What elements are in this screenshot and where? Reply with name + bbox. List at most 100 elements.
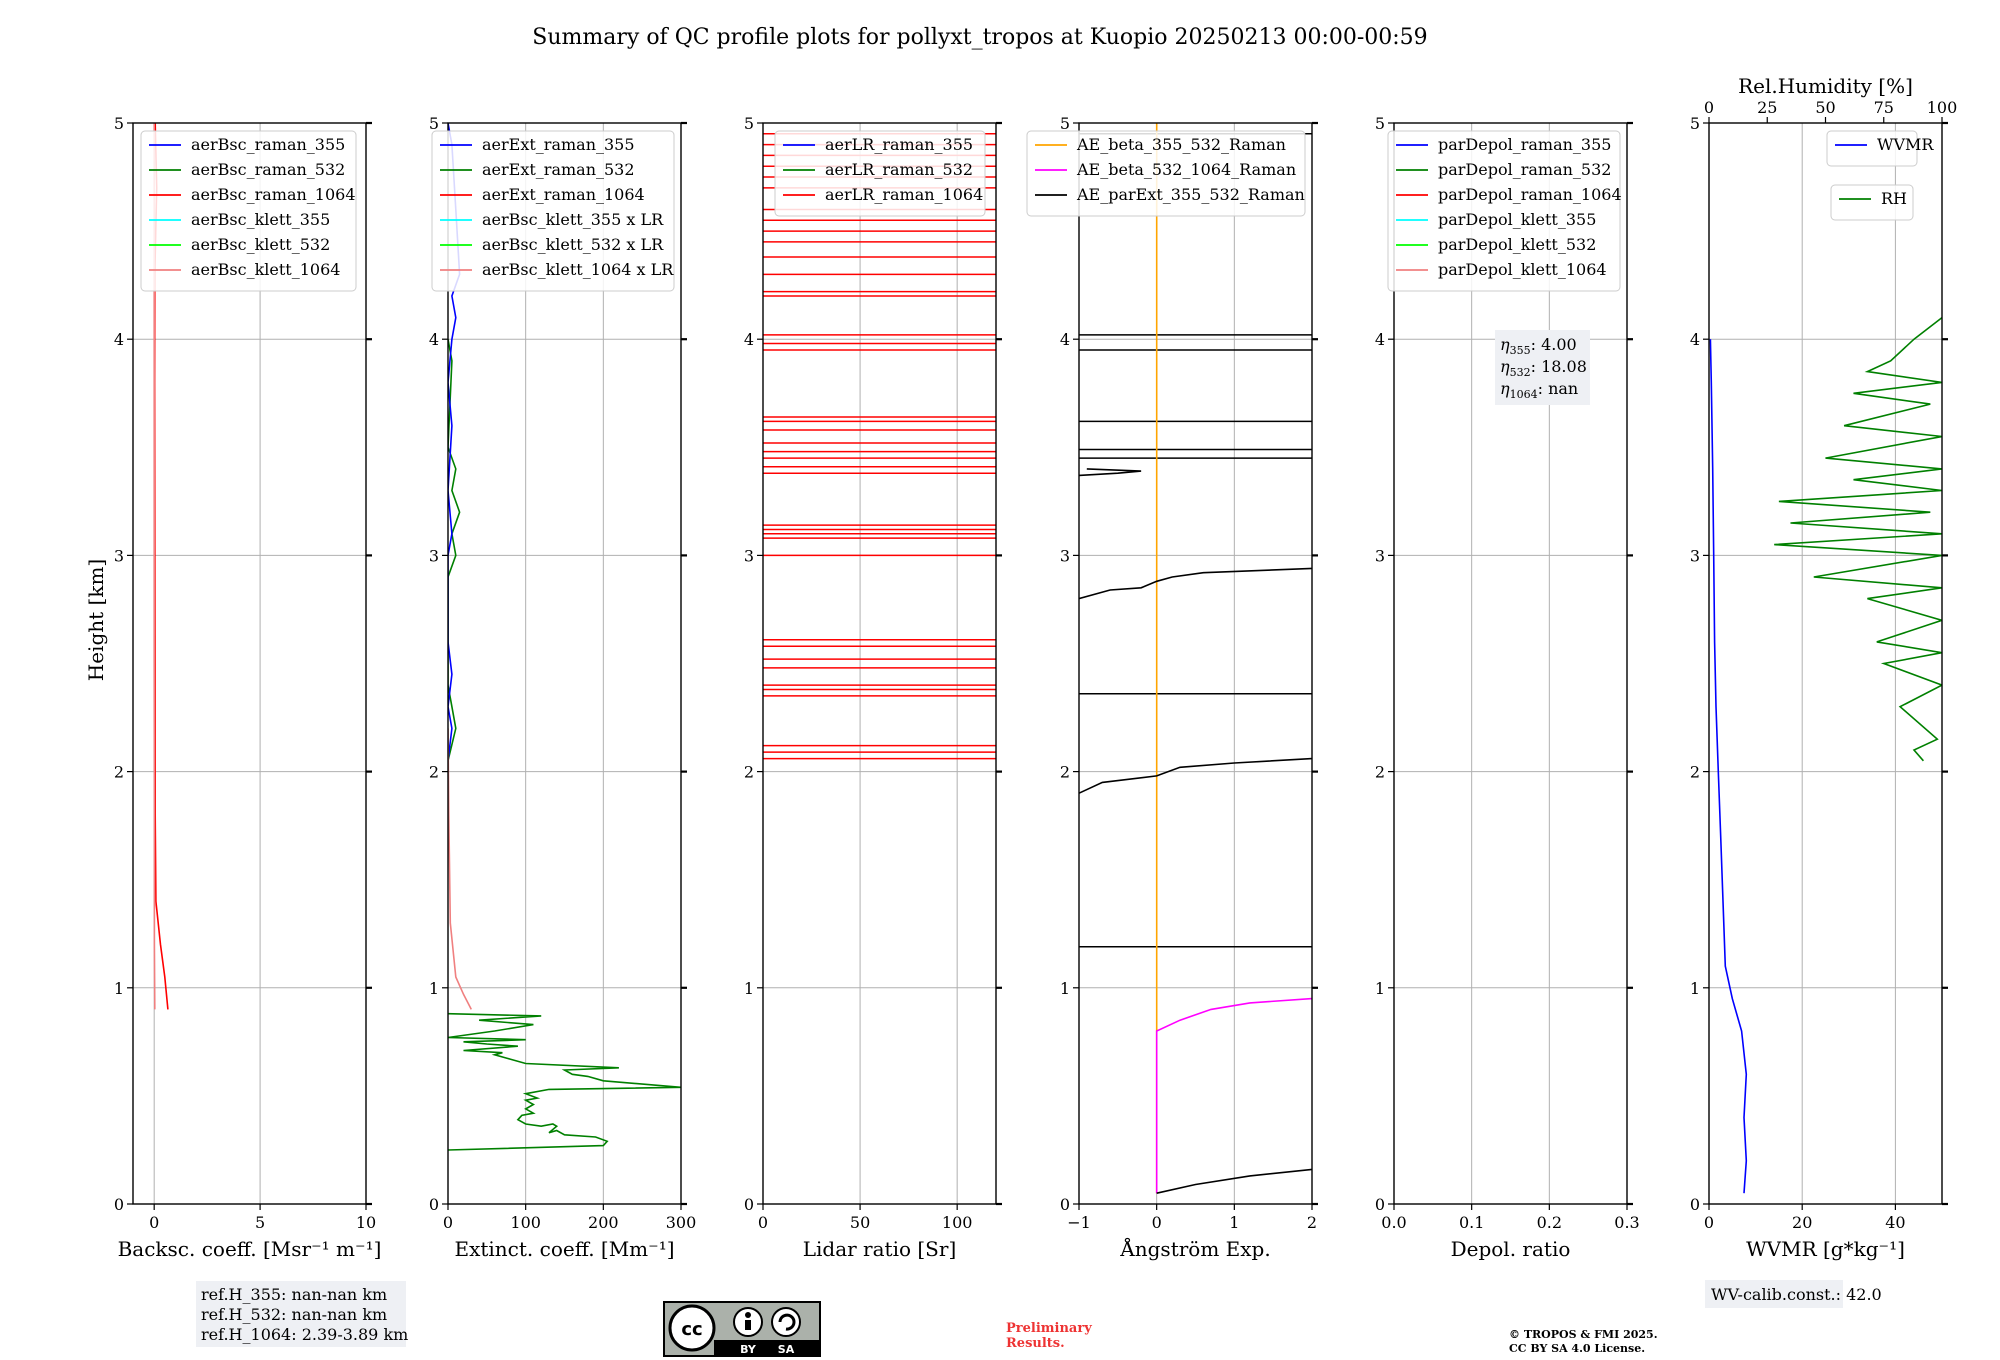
legend-entry: aerBsc_raman_532 [191,160,345,179]
legend: aerLR_raman_355 aerLR_raman_532 aerLR_rama… [774,130,986,217]
panel-water_vapor: 0 20 40 0 1 2 3 4 5 WVMR [g*kg⁻¹] 0 25 50 75 100 Rel.Hu… [1690,74,1957,1261]
ref-height-1064: ref.H_1064: 2.39-3.89 km [201,1325,408,1344]
y-tick-label: 5 [744,114,754,133]
legend-frame [774,130,986,217]
legend-frame [431,130,675,292]
y-tick-label: 1 [429,979,439,998]
series-WVMR [1709,339,1748,1194]
series-aerBsc_klett_1064 x LR [448,728,473,1010]
y-tick-label: 2 [744,763,754,782]
preliminary-label: Preliminary [1006,1321,1092,1336]
legend: aerExt_raman_355 aerExt_raman_532 aerExt_r… [431,130,675,292]
y-tick-label: 0 [429,1195,439,1214]
y-tick-label: 3 [429,546,439,565]
y-tick-label: 5 [1060,114,1070,133]
x-tick-label: 0 [758,1213,768,1232]
x-tick-label: −1 [1067,1213,1091,1232]
axes-frame [1708,122,1943,1205]
copyright-line-1: © TROPOS & FMI 2025. [1509,1328,1658,1341]
y-tick-label: 4 [1690,330,1700,349]
eta-box [1495,330,1590,405]
x-tick-label: 0 [1704,1213,1714,1232]
legend-entry: parDepol_klett_1064 [1438,260,1607,279]
y-tick-label: 5 [429,114,439,133]
legend-rh: RH [1830,184,1914,221]
y-tick-label: 0 [114,1195,124,1214]
top-tick-label: 0 [1704,98,1714,117]
series-AE_parExt_355_532_Raman_b [1079,757,1312,794]
y-tick-label: 4 [744,330,754,349]
y-tick-label: 3 [1375,546,1385,565]
x-tick-label: 5 [255,1213,265,1232]
x-axis-label: Depol. ratio [1451,1237,1571,1261]
ref-height-355: ref.H_355: nan-nan km [201,1285,387,1304]
top-tick-label: 50 [1815,98,1835,117]
y-tick-label: 0 [744,1195,754,1214]
y-tick-label: 2 [1375,763,1385,782]
y-tick-label: 2 [429,763,439,782]
legend-entry: aerBsc_klett_355 [191,210,330,229]
x-axis-label: Ångström Exp. [1119,1236,1270,1261]
y-tick-label: 2 [114,763,124,782]
y-tick-label: 3 [1690,546,1700,565]
series-AE_beta_532_1064_Raman [1155,997,1312,1194]
y-axis-label: Height [km] [84,559,108,681]
panel-depolarization: 0.0 0.1 0.2 0.3 0 1 2 3 4 5 Depol. ratio parDepol_r… [1375,114,1640,1261]
y-tick-label: 4 [1060,330,1070,349]
x-axis-label: Extinct. coeff. [Mm⁻¹] [454,1237,674,1261]
axes-frame [762,122,997,1205]
x-tick-label: 1 [1229,1213,1239,1232]
x-tick-label: 10 [356,1213,376,1232]
eta-355: η355: 4.00 [1500,335,1577,357]
y-tick-label: 4 [1375,330,1385,349]
legend-entry: parDepol_klett_532 [1438,235,1596,254]
legend: WVMR [1826,130,1934,167]
legend-entry: parDepol_klett_355 [1438,210,1596,229]
top-axis-label: Rel.Humidity [%] [1738,74,1913,98]
x-tick-label: 0.0 [1381,1213,1406,1232]
legend-entry: aerBsc_raman_355 [191,135,345,154]
legend-entry: aerBsc_klett_1064 [191,260,340,279]
y-tick-label: 2 [1690,763,1700,782]
x-tick-label: 50 [850,1213,870,1232]
figure-title: Summary of QC profile plots for pollyxt_… [532,25,1427,50]
legend: parDepol_raman_355 parDepol_raman_532 parD… [1387,130,1622,292]
legend-entry: aerBsc_klett_355 x LR [482,210,664,229]
x-axis-label: Backsc. coeff. [Msr⁻¹ m⁻¹] [118,1237,382,1261]
x-axis-label: Lidar ratio [Sr] [803,1237,957,1261]
legend-entry: aerExt_raman_355 [482,135,635,154]
y-tick-label: 1 [1690,979,1700,998]
share-alike-icon [771,1307,801,1337]
legend-entry: aerExt_raman_1064 [482,185,645,204]
y-tick-label: 5 [1690,114,1700,133]
y-tick-label: 1 [1375,979,1385,998]
results-label: Results. [1006,1336,1065,1351]
x-tick-label: 0 [443,1213,453,1232]
legend-entry: parDepol_raman_532 [1438,160,1611,179]
y-tick-label: 3 [114,546,124,565]
plot-area [1079,123,1312,1194]
x-tick-label: 40 [1885,1213,1905,1232]
legend: aerBsc_raman_355 aerBsc_raman_532 aerBsc_r… [140,130,357,292]
top-tick-label: 75 [1874,98,1894,117]
legend-entry: WVMR [1877,135,1934,154]
y-tick-label: 2 [1060,763,1070,782]
y-tick-label: 4 [429,330,439,349]
y-tick-label: 4 [114,330,124,349]
x-tick-label: 200 [588,1213,619,1232]
legend-entry: aerExt_raman_532 [482,160,635,179]
x-tick-label: 0 [149,1213,159,1232]
plot-area [1709,316,1942,1194]
legend-entry: aerBsc_klett_532 [191,235,330,254]
x-tick-label: 20 [1792,1213,1812,1232]
legend-entry: aerLR_raman_355 [825,135,973,154]
legend-frame [140,130,357,292]
series-AE_parExt_355_532_Raman [1156,1168,1312,1194]
ref-height-532: ref.H_532: nan-nan km [201,1305,387,1324]
y-tick-label: 1 [114,979,124,998]
eta-1064: η1064: nan [1500,379,1578,401]
y-tick-label: 0 [1060,1195,1070,1214]
wv-calib-box [1705,1280,1843,1308]
